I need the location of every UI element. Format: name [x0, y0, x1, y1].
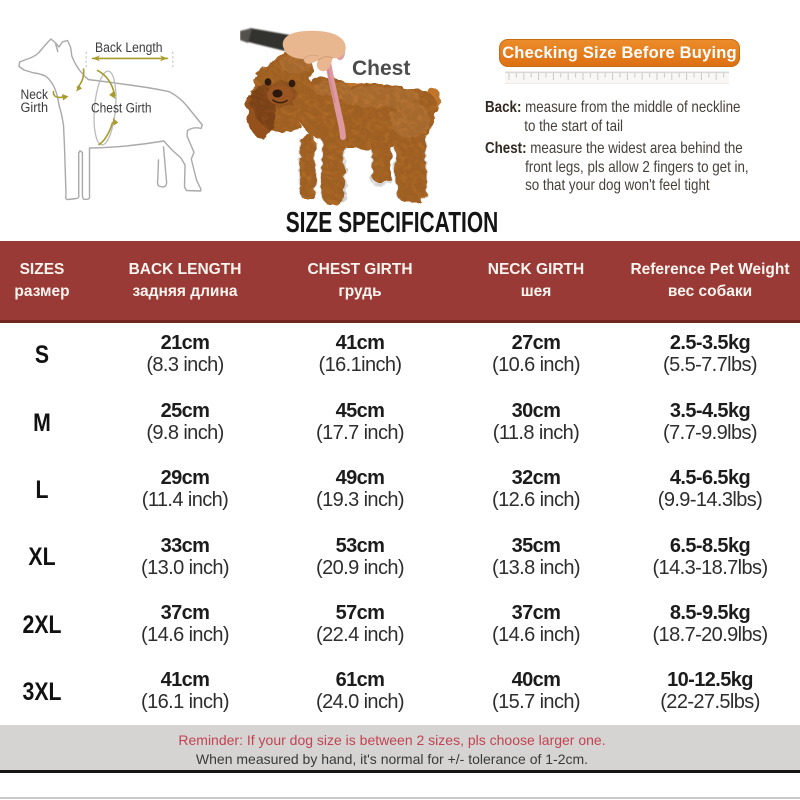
svg-text:Neck: Neck [21, 87, 49, 103]
svg-text:Chest Girth: Chest Girth [91, 101, 152, 117]
svg-text:Girth: Girth [21, 100, 49, 116]
svg-text:Back Length: Back Length [95, 40, 163, 56]
